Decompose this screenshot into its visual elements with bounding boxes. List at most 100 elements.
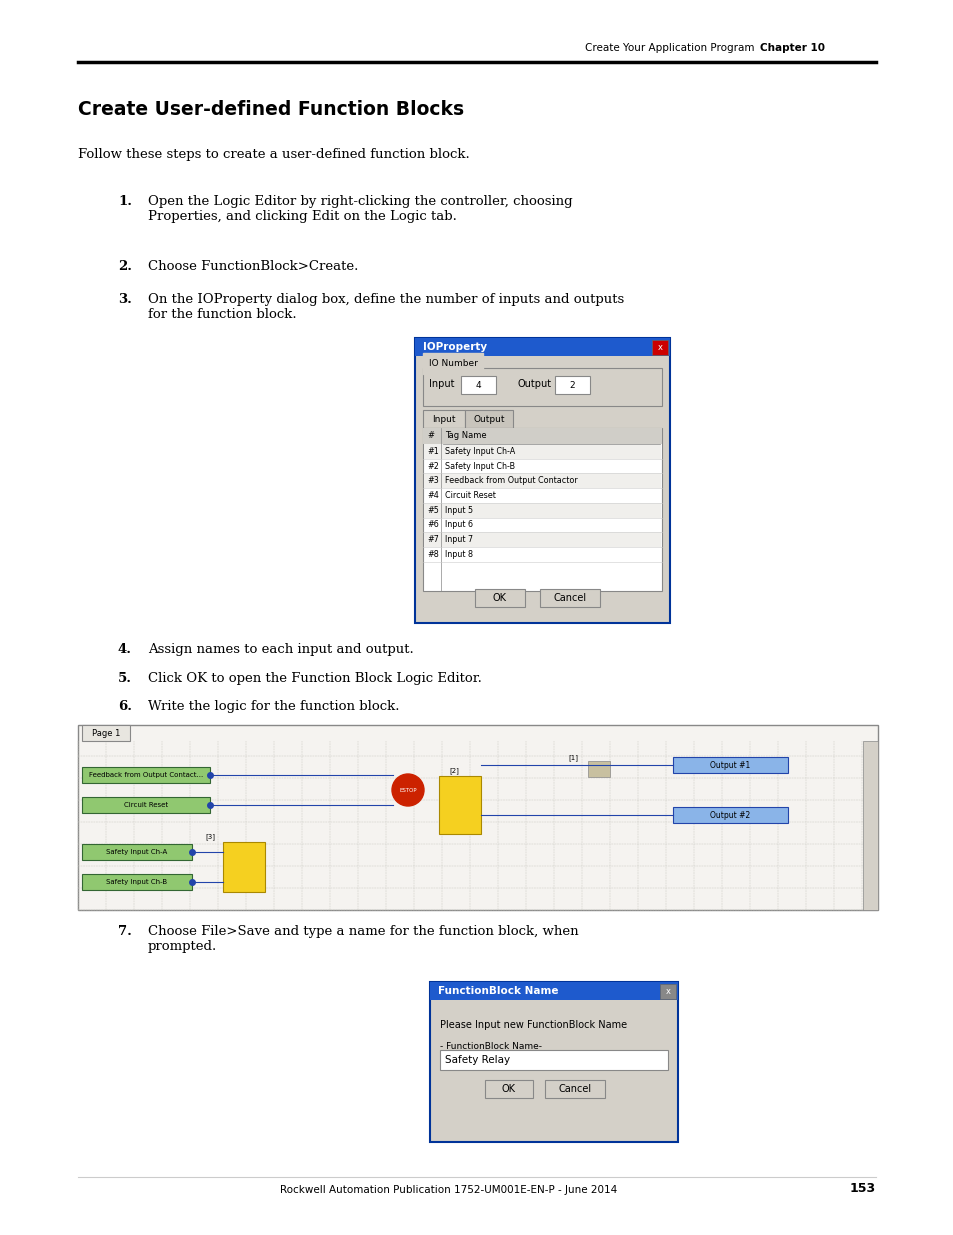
Text: Tag Name: Tag Name <box>444 431 486 441</box>
Text: 1.: 1. <box>118 195 132 207</box>
Text: 2: 2 <box>569 380 575 389</box>
Text: OK: OK <box>501 1084 516 1094</box>
Bar <box>484 1079 533 1098</box>
Text: Choose File>Save and type a name for the function block, when
prompted.: Choose File>Save and type a name for the… <box>148 925 578 953</box>
Bar <box>672 757 787 773</box>
Text: 7.: 7. <box>118 925 132 939</box>
Bar <box>423 445 660 458</box>
Text: IO Number: IO Number <box>429 359 477 368</box>
Bar <box>651 340 667 354</box>
Bar <box>423 473 660 488</box>
Text: Circuit Reset: Circuit Reset <box>444 492 496 500</box>
Bar <box>587 761 609 777</box>
Text: Input 7: Input 7 <box>444 535 473 545</box>
Text: Open the Logic Editor by right-clicking the controller, choosing
Properties, and: Open the Logic Editor by right-clicking … <box>148 195 572 224</box>
Text: OK: OK <box>493 593 506 603</box>
Text: x: x <box>657 343 661 352</box>
Text: 6.: 6. <box>118 700 132 713</box>
Bar <box>464 410 513 429</box>
Text: Safety Input Ch-B: Safety Input Ch-B <box>107 879 168 885</box>
Text: Page 1: Page 1 <box>91 729 120 737</box>
Text: Click OK to open the Function Block Logic Editor.: Click OK to open the Function Block Logi… <box>148 672 481 685</box>
Bar <box>423 532 660 547</box>
Bar <box>82 874 192 890</box>
Text: 4: 4 <box>475 380 480 389</box>
Text: Cancel: Cancel <box>553 593 586 603</box>
Bar <box>659 984 676 999</box>
Text: FunctionBlock Name: FunctionBlock Name <box>437 986 558 995</box>
Bar <box>439 1050 667 1070</box>
Text: Choose FunctionBlock>Create.: Choose FunctionBlock>Create. <box>148 261 358 273</box>
Text: Safety Input Ch-A: Safety Input Ch-A <box>444 447 515 456</box>
Bar <box>78 725 877 910</box>
Text: #2: #2 <box>427 462 438 471</box>
Bar <box>475 589 524 606</box>
Text: x: x <box>665 988 670 997</box>
Text: Create User-defined Function Blocks: Create User-defined Function Blocks <box>78 100 464 119</box>
Text: Feedback from Output Contact...: Feedback from Output Contact... <box>89 772 203 778</box>
Bar <box>415 338 669 622</box>
Bar <box>438 776 480 834</box>
Bar <box>223 842 265 892</box>
Text: Output #2: Output #2 <box>710 810 750 820</box>
Text: On the IOProperty dialog box, define the number of inputs and outputs
for the fu: On the IOProperty dialog box, define the… <box>148 293 623 321</box>
Bar <box>82 844 192 860</box>
Bar <box>415 338 669 356</box>
Text: Circuit Reset: Circuit Reset <box>124 802 168 808</box>
Bar <box>862 741 877 910</box>
Bar <box>422 429 661 445</box>
Text: #5: #5 <box>427 505 438 515</box>
Text: 5.: 5. <box>118 672 132 685</box>
Text: Chapter 10: Chapter 10 <box>760 43 824 53</box>
Text: Cancel: Cancel <box>558 1084 591 1094</box>
Text: Output: Output <box>517 379 552 389</box>
Text: #6: #6 <box>427 520 438 530</box>
Text: Input: Input <box>429 379 454 389</box>
Text: Input 8: Input 8 <box>444 550 473 558</box>
Text: #4: #4 <box>427 492 438 500</box>
Bar <box>423 503 660 517</box>
Text: Assign names to each input and output.: Assign names to each input and output. <box>148 643 414 656</box>
Text: ESTOP: ESTOP <box>398 788 416 793</box>
Bar <box>430 982 678 1000</box>
Text: Input 6: Input 6 <box>444 520 473 530</box>
Text: Please Input new FunctionBlock Name: Please Input new FunctionBlock Name <box>439 1020 626 1030</box>
Text: 153: 153 <box>849 1182 875 1195</box>
Text: Follow these steps to create a user-defined function block.: Follow these steps to create a user-defi… <box>78 148 469 161</box>
Text: #7: #7 <box>427 535 438 545</box>
Text: Safety Input Ch-B: Safety Input Ch-B <box>444 462 515 471</box>
Text: #1: #1 <box>427 447 438 456</box>
Text: Safety Relay: Safety Relay <box>444 1055 510 1065</box>
Bar <box>422 429 661 592</box>
Bar <box>82 767 210 783</box>
Bar <box>82 797 210 813</box>
Text: Input 5: Input 5 <box>444 505 473 515</box>
Text: Feedback from Output Contactor: Feedback from Output Contactor <box>444 477 578 485</box>
Bar <box>555 375 589 394</box>
Circle shape <box>392 774 423 806</box>
Text: [1]: [1] <box>567 755 578 761</box>
Bar <box>430 982 678 1142</box>
Text: #: # <box>427 431 434 441</box>
Bar <box>82 725 130 741</box>
Bar <box>460 375 496 394</box>
Bar <box>672 806 787 823</box>
Bar <box>422 368 661 406</box>
Bar <box>422 410 464 429</box>
Text: Safety Input Ch-A: Safety Input Ch-A <box>107 848 168 855</box>
Text: IOProperty: IOProperty <box>422 342 487 352</box>
Text: 3.: 3. <box>118 293 132 306</box>
Text: Input: Input <box>432 415 456 424</box>
Text: Write the logic for the function block.: Write the logic for the function block. <box>148 700 399 713</box>
Text: - FunctionBlock Name-: - FunctionBlock Name- <box>439 1042 541 1051</box>
Text: Output: Output <box>473 415 504 424</box>
Text: 4.: 4. <box>118 643 132 656</box>
Bar <box>544 1079 604 1098</box>
Text: Rockwell Automation Publication 1752-UM001E-EN-P - June 2014: Rockwell Automation Publication 1752-UM0… <box>280 1186 617 1195</box>
Text: #3: #3 <box>427 477 438 485</box>
Text: Output #1: Output #1 <box>710 761 750 769</box>
Text: [3]: [3] <box>205 832 214 840</box>
Text: [2]: [2] <box>449 767 458 774</box>
Text: Create Your Application Program: Create Your Application Program <box>585 43 754 53</box>
Text: #8: #8 <box>427 550 438 558</box>
